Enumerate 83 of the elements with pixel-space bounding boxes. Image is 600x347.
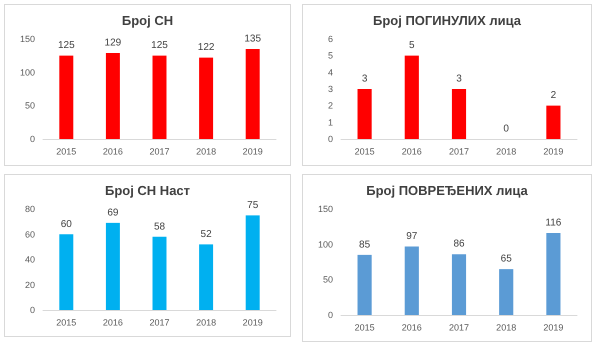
data-label: 3 bbox=[456, 74, 462, 84]
y-tick-label: 0 bbox=[328, 134, 333, 144]
data-label: 116 bbox=[545, 218, 562, 229]
x-tick-label: 2017 bbox=[448, 146, 470, 156]
x-tick-label: 2018 bbox=[496, 322, 516, 332]
data-label: 60 bbox=[60, 218, 72, 230]
data-label: 0 bbox=[503, 124, 510, 134]
x-tick-label: 2018 bbox=[196, 318, 216, 328]
data-label: 85 bbox=[359, 239, 371, 250]
y-tick-label: 6 bbox=[328, 34, 333, 44]
bar bbox=[152, 56, 166, 139]
y-tick-label: 0 bbox=[328, 310, 333, 320]
bar bbox=[246, 49, 260, 139]
bar bbox=[499, 269, 514, 315]
chart-title: Број ПОГИНУЛИХ лица bbox=[373, 13, 522, 28]
data-label: 135 bbox=[244, 34, 262, 44]
data-label: 125 bbox=[58, 40, 76, 52]
data-label: 86 bbox=[453, 238, 465, 250]
x-tick-label: 2019 bbox=[543, 322, 564, 332]
x-tick-label: 2015 bbox=[354, 322, 375, 332]
data-label: 52 bbox=[200, 228, 212, 240]
bar bbox=[358, 89, 372, 139]
y-tick-label: 150 bbox=[20, 34, 35, 44]
bar bbox=[546, 106, 560, 139]
data-label: 97 bbox=[406, 230, 418, 242]
y-tick-label: 20 bbox=[24, 280, 35, 290]
bar bbox=[404, 56, 419, 139]
y-tick-label: 0 bbox=[30, 134, 35, 144]
bar bbox=[246, 215, 260, 310]
x-tick-label: 2016 bbox=[402, 322, 422, 332]
data-label: 2 bbox=[550, 90, 557, 102]
bar bbox=[404, 246, 419, 315]
bar bbox=[452, 89, 466, 139]
y-tick-label: 40 bbox=[24, 254, 35, 264]
bar bbox=[59, 234, 74, 310]
chart-title: Број СН bbox=[122, 13, 174, 28]
chart-title: Број СН Наст bbox=[104, 183, 190, 198]
data-label: 75 bbox=[247, 200, 259, 211]
bar bbox=[199, 58, 214, 139]
x-tick-label: 2016 bbox=[402, 146, 422, 156]
y-tick-label: 50 bbox=[322, 274, 333, 285]
bar bbox=[199, 244, 214, 310]
y-tick-label: 3 bbox=[328, 84, 333, 94]
x-tick-label: 2018 bbox=[496, 146, 516, 156]
data-label: 3 bbox=[362, 74, 368, 84]
y-tick-label: 50 bbox=[24, 100, 35, 111]
data-label: 65 bbox=[500, 254, 512, 265]
y-tick-label: 1 bbox=[328, 117, 333, 128]
y-tick-label: 4 bbox=[328, 67, 333, 78]
bar bbox=[546, 233, 560, 315]
y-tick-label: 5 bbox=[328, 50, 333, 61]
chart-title: Број ПОВРЕЂЕНИХ лица bbox=[366, 183, 528, 198]
y-tick-label: 2 bbox=[328, 100, 333, 111]
x-tick-label: 2016 bbox=[102, 146, 123, 156]
data-label: 69 bbox=[107, 207, 119, 218]
y-tick-label: 150 bbox=[318, 204, 333, 214]
data-label: 129 bbox=[104, 38, 122, 48]
data-label: 58 bbox=[154, 221, 166, 232]
y-tick-label: 100 bbox=[318, 239, 333, 250]
x-tick-label: 2015 bbox=[354, 146, 375, 156]
bar bbox=[358, 254, 372, 315]
y-tick-label: 0 bbox=[30, 305, 35, 315]
x-tick-label: 2019 bbox=[242, 146, 263, 156]
x-tick-label: 2018 bbox=[196, 146, 216, 156]
x-tick-label: 2019 bbox=[242, 318, 263, 328]
bar bbox=[106, 222, 120, 310]
data-label: 5 bbox=[409, 40, 416, 52]
data-label: 125 bbox=[151, 40, 168, 52]
data-label: 122 bbox=[198, 42, 215, 54]
y-tick-label: 60 bbox=[24, 229, 35, 240]
x-tick-label: 2017 bbox=[149, 146, 170, 156]
bar bbox=[152, 236, 166, 310]
bar bbox=[106, 53, 120, 139]
bar bbox=[452, 254, 466, 315]
x-tick-label: 2019 bbox=[543, 146, 564, 156]
x-tick-label: 2016 bbox=[102, 318, 123, 328]
x-tick-label: 2015 bbox=[56, 146, 76, 156]
x-tick-label: 2015 bbox=[56, 318, 76, 328]
y-tick-label: 80 bbox=[24, 204, 35, 214]
x-tick-label: 2017 bbox=[448, 322, 470, 332]
x-tick-label: 2017 bbox=[149, 318, 170, 328]
bar bbox=[59, 56, 74, 139]
y-tick-label: 100 bbox=[20, 67, 35, 78]
